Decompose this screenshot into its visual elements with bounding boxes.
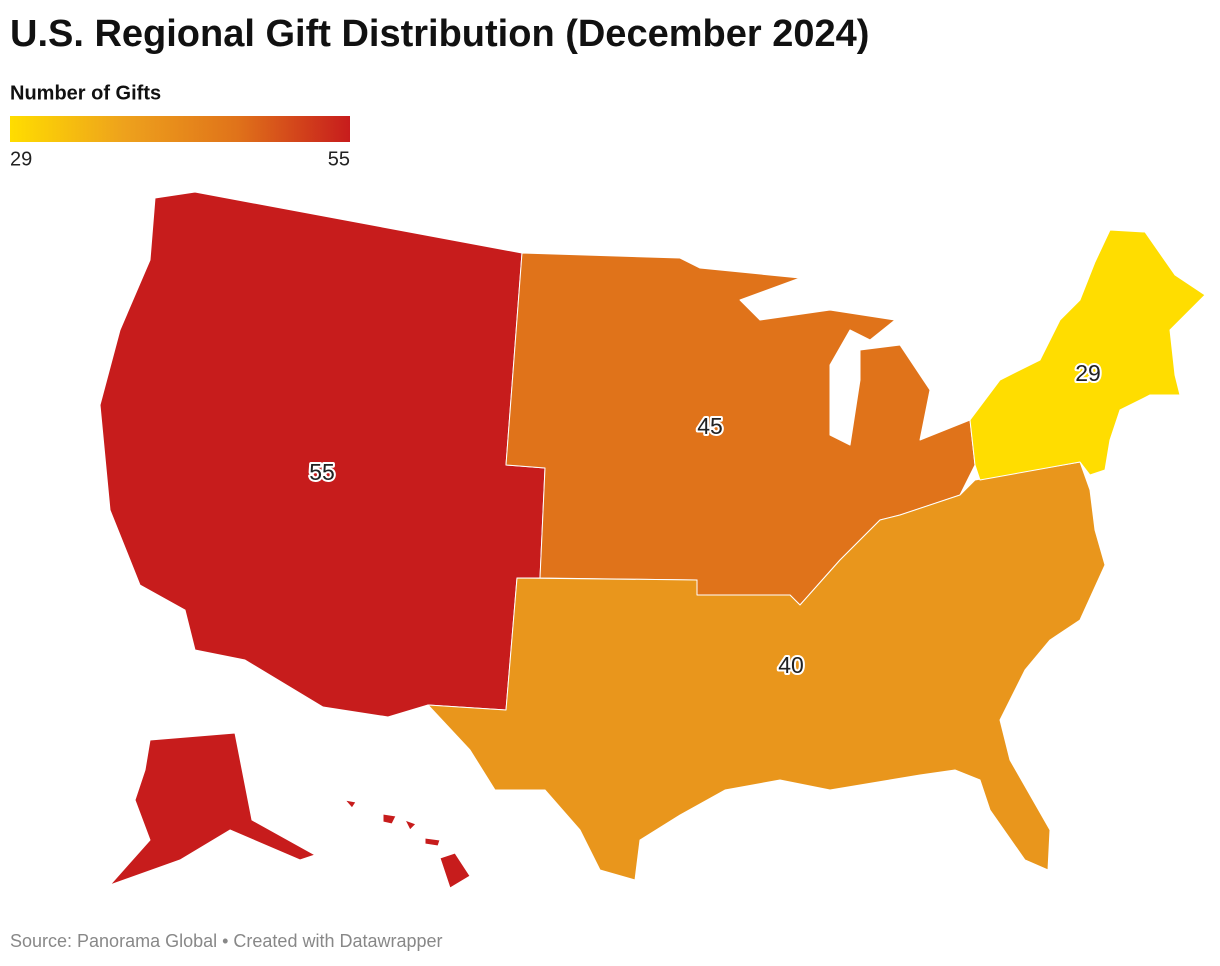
- source: Source: Panorama Global • Created with D…: [10, 931, 443, 951]
- title: U.S. Regional Gift Distribution (Decembe…: [10, 13, 869, 55]
- region: [427, 461, 1106, 881]
- region-value-label: 29: [1075, 360, 1101, 386]
- legend-title: Number of Gifts: [10, 82, 161, 104]
- region-value-label: 45: [697, 413, 723, 439]
- color-bar-tick: 29: [10, 148, 32, 170]
- color-bar: [10, 116, 350, 142]
- region: [969, 229, 1206, 481]
- region: [99, 191, 546, 889]
- region-value-label: 40: [778, 652, 804, 678]
- region-value-label: 55: [309, 459, 335, 485]
- color-bar-tick: 55: [328, 148, 350, 170]
